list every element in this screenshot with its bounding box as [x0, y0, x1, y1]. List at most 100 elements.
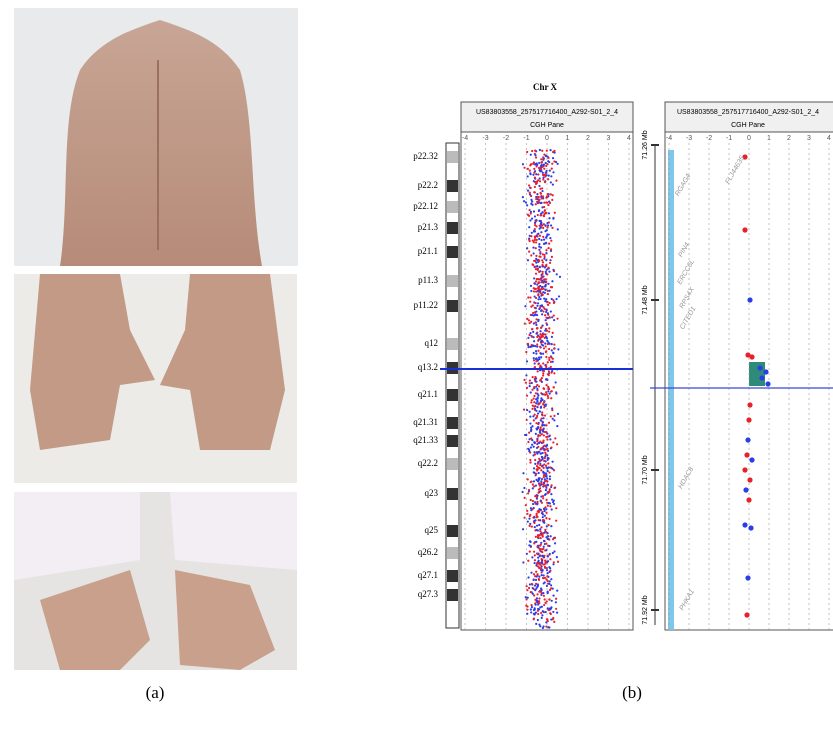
- probe: [543, 406, 546, 409]
- probe: [545, 252, 548, 255]
- probe: [545, 486, 548, 489]
- scale-label: -3: [686, 135, 692, 142]
- probe: [527, 492, 530, 495]
- probe: [542, 539, 546, 542]
- probe: [550, 297, 553, 301]
- probe: [545, 259, 548, 262]
- panel-label: (a): [146, 683, 165, 702]
- probe: [547, 626, 550, 629]
- probe: [526, 204, 529, 207]
- probe: [537, 403, 540, 406]
- probe: [546, 454, 549, 457]
- scale-label: -4: [666, 135, 672, 142]
- probe: [556, 317, 559, 320]
- probe: [535, 570, 538, 573]
- probe: [548, 261, 552, 264]
- probe: [541, 393, 544, 396]
- probe: [538, 335, 541, 338]
- probe: [539, 168, 543, 171]
- probe: [554, 381, 557, 384]
- probe: [525, 394, 529, 397]
- probe: [548, 607, 551, 610]
- probe: [546, 378, 549, 381]
- probe: [547, 373, 550, 376]
- probe: [547, 385, 550, 388]
- probe: [536, 462, 540, 465]
- probe: [545, 149, 548, 152]
- probe: [745, 437, 751, 443]
- probe: [547, 388, 550, 391]
- probe: [532, 340, 536, 343]
- probe: [538, 227, 541, 230]
- probe: [535, 402, 538, 405]
- probe: [526, 605, 529, 608]
- scale-label: 3: [807, 135, 811, 142]
- probe: [529, 458, 532, 462]
- probe: [548, 392, 551, 395]
- probe: [533, 386, 536, 389]
- probe: [536, 510, 539, 513]
- probe: [543, 457, 546, 460]
- probe: [550, 255, 554, 258]
- probe: [548, 169, 551, 172]
- probe: [553, 542, 557, 545]
- probe: [529, 212, 532, 215]
- probe: [541, 610, 544, 613]
- probe: [533, 608, 536, 611]
- probe: [542, 563, 545, 566]
- probe: [529, 446, 532, 449]
- probe: [542, 178, 545, 181]
- probe: [553, 414, 556, 417]
- probe: [534, 603, 537, 606]
- probe: [536, 213, 539, 217]
- probe: [547, 537, 550, 540]
- probe: [533, 185, 536, 189]
- probe: [545, 164, 548, 168]
- probe: [546, 339, 549, 342]
- probe: [548, 552, 551, 556]
- probe: [546, 484, 550, 487]
- probe: [744, 452, 750, 458]
- gene-track: [668, 150, 674, 630]
- probe: [551, 551, 554, 555]
- probe: [539, 547, 542, 551]
- probe: [524, 596, 527, 599]
- probe: [543, 481, 546, 484]
- probe: [549, 360, 553, 363]
- probe: [528, 250, 531, 253]
- probe: [555, 273, 558, 276]
- probe: [533, 485, 536, 488]
- probe: [540, 380, 544, 383]
- probe: [533, 228, 536, 231]
- probe: [546, 607, 549, 610]
- probe: [545, 621, 548, 624]
- probe: [540, 512, 544, 515]
- probe: [528, 193, 532, 196]
- probe: [542, 352, 545, 355]
- probe: [532, 252, 535, 255]
- probe: [541, 165, 544, 168]
- probe: [530, 401, 533, 404]
- probe: [552, 502, 556, 506]
- probe: [529, 451, 532, 454]
- probe: [553, 620, 556, 623]
- probe: [533, 594, 536, 597]
- probe: [531, 376, 534, 379]
- probe: [546, 224, 550, 227]
- probe: [541, 495, 545, 498]
- probe: [546, 317, 550, 320]
- probe: [533, 306, 536, 309]
- band-label: p22.2: [418, 180, 438, 190]
- probe: [532, 287, 535, 290]
- probe: [540, 574, 543, 577]
- probe: [549, 286, 553, 289]
- probe: [548, 289, 551, 292]
- probe: [525, 350, 528, 354]
- probe: [545, 498, 548, 502]
- probe: [538, 290, 542, 293]
- probe: [550, 484, 553, 487]
- probe: [548, 588, 552, 592]
- probe: [545, 466, 548, 469]
- probe: [528, 550, 531, 553]
- probe: [530, 582, 533, 586]
